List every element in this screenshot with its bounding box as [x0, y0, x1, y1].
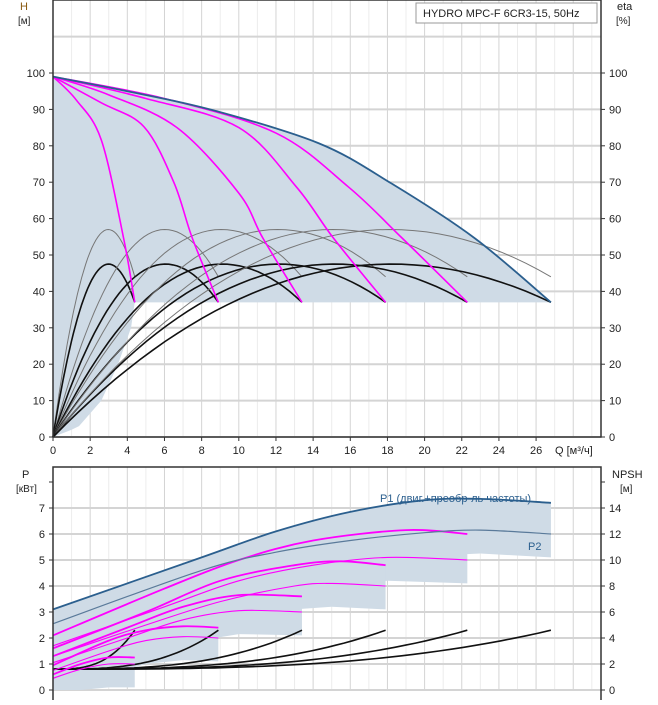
x-tick-label: 18	[381, 445, 393, 457]
y2-tick-label: 4	[609, 633, 615, 645]
power-range-shade	[53, 657, 135, 690]
reduced-speed-head-curve	[52, 76, 136, 303]
npsh-axis-label: NPSH	[612, 469, 643, 481]
y-tick-label: 6	[39, 529, 45, 541]
p1-reduced-speed-curve	[52, 625, 219, 667]
y2-tick-label: 70	[609, 177, 621, 189]
y-tick-label: 100	[27, 68, 45, 80]
max-speed-head-curve	[52, 75, 552, 304]
y-tick-label: 50	[33, 250, 45, 262]
efficiency-curve	[52, 263, 136, 438]
y-tick-label: 10	[33, 396, 45, 408]
y-tick-label: 30	[33, 323, 45, 335]
x-tick-label: 6	[161, 445, 167, 457]
efficiency-curve-thin	[52, 228, 468, 438]
efficiency-curve-thin	[52, 228, 136, 438]
efficiency-curve-thin	[52, 228, 303, 438]
y2-tick-label: 20	[609, 359, 621, 371]
y2-tick-label: 60	[609, 214, 621, 226]
y-tick-label: 0	[39, 432, 45, 444]
y2-tick-label: 12	[609, 529, 621, 541]
y-tick-label: 3	[39, 607, 45, 619]
p2-reduced-speed-curve	[52, 636, 219, 672]
reduced-speed-head-curve	[52, 75, 220, 303]
y-tick-label: 0	[39, 685, 45, 697]
y2-tick-label: 14	[609, 503, 621, 515]
y-tick-label: 2	[39, 633, 45, 645]
y-tick-label: 40	[33, 286, 45, 298]
y2-tick-label: 8	[609, 581, 615, 593]
efficiency-curve	[52, 263, 468, 438]
npsh-curve	[53, 629, 552, 670]
y2-tick-label: 0	[609, 432, 615, 444]
x-tick-label: 20	[418, 445, 430, 457]
x-tick-label: 0	[50, 445, 56, 457]
y-tick-label: 20	[33, 359, 45, 371]
y2-tick-label: 50	[609, 250, 621, 262]
reduced-speed-head-curve	[52, 75, 303, 303]
p1-reduced-speed-curve	[52, 560, 386, 650]
x-tick-label: 10	[233, 445, 245, 457]
y2-tick-label: 80	[609, 141, 621, 153]
plot-border	[52, 466, 602, 705]
y-tick-label: 1	[39, 659, 45, 671]
efficiency-curve	[52, 263, 552, 438]
p-axis-label: P	[22, 469, 29, 481]
efficiency-curve-thin	[52, 228, 219, 438]
p-axis-unit: [кВт]	[16, 484, 37, 495]
y2-tick-label: 100	[609, 68, 627, 80]
efficiency-curve-thin	[52, 228, 552, 438]
npsh-axis-unit: [м]	[620, 484, 633, 495]
y-tick-label: 4	[39, 581, 45, 593]
y2-tick-label: 6	[609, 607, 615, 619]
h-axis-label: H	[20, 1, 28, 13]
h-axis-unit: [м]	[18, 16, 31, 27]
x-tick-label: 22	[456, 445, 468, 457]
y2-tick-label: 10	[609, 555, 621, 567]
p2-curve-label: P2	[528, 541, 541, 553]
y-tick-label: 90	[33, 104, 45, 116]
p1-curve-label: P1 (двиг.+преобр-ль частоты)	[380, 493, 531, 505]
x-tick-label: 16	[344, 445, 356, 457]
y-tick-label: 80	[33, 141, 45, 153]
y2-tick-label: 30	[609, 323, 621, 335]
efficiency-curve-thin	[52, 228, 386, 438]
x-tick-label: 2	[87, 445, 93, 457]
y-tick-label: 60	[33, 214, 45, 226]
p1-reduced-speed-curve	[52, 529, 468, 637]
x-tick-label: 4	[124, 445, 130, 457]
y-tick-label: 7	[39, 503, 45, 515]
x-tick-label: 24	[493, 445, 505, 457]
y2-tick-label: 90	[609, 104, 621, 116]
x-tick-label: 14	[307, 445, 319, 457]
y-tick-label: 70	[33, 177, 45, 189]
y2-tick-label: 10	[609, 396, 621, 408]
p2-reduced-speed-curve	[52, 663, 135, 679]
plot-border	[52, 0, 602, 438]
title-box: HYDRO MPC-F 6CR3-15, 50Hz	[415, 2, 598, 24]
p1-reduced-speed-curve	[52, 593, 302, 658]
p1-reduced-speed-curve	[52, 656, 135, 676]
operating-range-shade	[53, 76, 551, 437]
q-axis-label: Q [м³/ч]	[555, 445, 593, 457]
y2-tick-label: 2	[609, 659, 615, 671]
y2-tick-label: 40	[609, 286, 621, 298]
efficiency-curve	[52, 263, 303, 438]
eta-axis-unit: [%]	[616, 16, 631, 27]
efficiency-curve	[52, 263, 220, 438]
p2-max-curve	[52, 529, 551, 625]
reduced-speed-head-curve	[52, 75, 387, 303]
x-tick-label: 8	[199, 445, 205, 457]
x-tick-label: 12	[270, 445, 282, 457]
y-tick-label: 5	[39, 555, 45, 567]
p1-max-curve	[52, 497, 551, 611]
chart-title: HYDRO MPC-F 6CR3-15, 50Hz	[423, 8, 579, 20]
p2-reduced-speed-curve	[52, 609, 302, 664]
y2-tick-label: 0	[609, 685, 615, 697]
eta-axis-label: eta	[617, 1, 633, 13]
head-efficiency-plot: 0102030405060708090100010203040506070809…	[27, 0, 627, 457]
x-tick-label: 26	[530, 445, 542, 457]
